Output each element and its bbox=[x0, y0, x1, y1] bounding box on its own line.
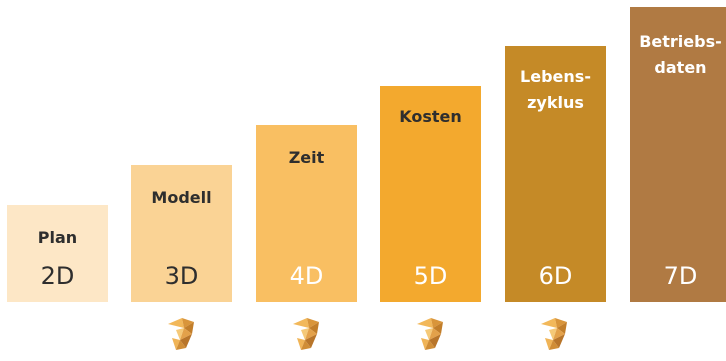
step-dimension: 4D bbox=[289, 262, 324, 290]
step-label: Modell bbox=[151, 188, 212, 207]
step-label: Lebens- zyklus bbox=[520, 67, 591, 112]
step-5d-kosten: Kosten 5D bbox=[380, 86, 481, 302]
step-label: Betriebs- daten bbox=[639, 32, 722, 77]
step-dimension: 5D bbox=[413, 262, 448, 290]
step-dimension: 7D bbox=[663, 262, 698, 290]
step-6d-lebenszyklus: Lebens- zyklus 6D bbox=[505, 46, 606, 302]
step-label: Zeit bbox=[288, 148, 325, 167]
faceted-origami-logo-icon bbox=[162, 314, 202, 354]
step-7d-betriebsdaten: Betriebs- daten 7D bbox=[630, 7, 726, 302]
step-3d-modell: Modell 3D bbox=[131, 165, 232, 302]
step-label: Plan bbox=[37, 228, 78, 247]
step-dimension: 3D bbox=[164, 262, 199, 290]
faceted-origami-logo-icon bbox=[287, 314, 327, 354]
step-label: Kosten bbox=[399, 107, 462, 126]
step-dimension: 2D bbox=[40, 262, 75, 290]
faceted-origami-logo-icon bbox=[535, 314, 575, 354]
step-4d-zeit: Zeit 4D bbox=[256, 125, 357, 302]
step-2d-plan: Plan 2D bbox=[7, 205, 108, 302]
step-dimension: 6D bbox=[538, 262, 573, 290]
faceted-origami-logo-icon bbox=[411, 314, 451, 354]
